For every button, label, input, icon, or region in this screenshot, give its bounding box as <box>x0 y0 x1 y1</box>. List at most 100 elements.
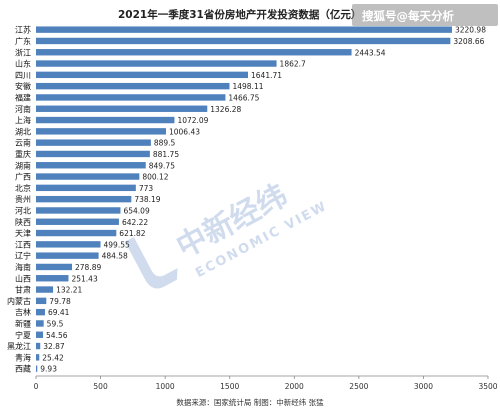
category-label: 重庆 <box>15 149 31 159</box>
value-label: 1006.43 <box>169 127 200 136</box>
value-label: 3208.66 <box>453 37 484 46</box>
value-label: 1326.28 <box>210 105 241 114</box>
value-label: 3220.98 <box>455 26 486 35</box>
category-label: 广东 <box>15 36 31 46</box>
value-label: 621.82 <box>119 229 145 238</box>
category-label: 海南 <box>15 262 31 272</box>
category-label: 山西 <box>15 273 31 283</box>
category-label: 陕西 <box>15 217 31 227</box>
category-label: 安徽 <box>15 81 31 91</box>
category-label: 湖南 <box>15 160 31 170</box>
category-label: 北京 <box>15 183 31 193</box>
category-label: 贵州 <box>15 194 31 204</box>
bar <box>36 105 208 112</box>
bar <box>36 275 69 282</box>
bar <box>36 128 166 135</box>
x-tick-label: 500 <box>93 382 108 391</box>
chart-title: 2021年一季度31省份房地产开发投资数据（亿元） <box>118 8 361 21</box>
value-label: 25.42 <box>42 353 64 362</box>
x-tick-label: 1500 <box>220 382 239 391</box>
bar <box>36 241 101 248</box>
category-label: 青海 <box>15 352 31 362</box>
value-label: 1641.71 <box>251 71 282 80</box>
x-tick-label: 2500 <box>349 382 368 391</box>
category-label: 江苏 <box>15 25 31 35</box>
value-label: 499.55 <box>104 240 130 249</box>
category-label: 河南 <box>15 104 31 114</box>
bar <box>36 263 73 271</box>
value-label: 59.5 <box>47 319 64 328</box>
bar <box>36 195 132 203</box>
category-label: 上海 <box>15 115 31 125</box>
bars-layer <box>36 26 452 372</box>
value-label: 132.21 <box>56 286 82 295</box>
category-label: 吉林 <box>15 307 31 317</box>
value-label: 251.43 <box>71 274 97 283</box>
bar <box>36 297 47 305</box>
source-note: 数据来源：国家统计局 制图：中新经纬 张猛 <box>176 397 324 407</box>
value-label: 849.75 <box>149 161 175 170</box>
watermark-logo-mark <box>124 237 178 289</box>
category-label: 宁夏 <box>15 330 31 340</box>
value-label: 278.89 <box>75 263 101 272</box>
category-label: 湖北 <box>15 127 31 136</box>
value-label: 642.22 <box>122 218 148 227</box>
value-label: 889.5 <box>154 139 176 148</box>
bar <box>36 139 151 146</box>
value-label: 9.93 <box>40 365 57 374</box>
bar <box>36 286 54 293</box>
bar <box>36 162 146 169</box>
bar <box>36 320 44 327</box>
bar <box>36 116 175 124</box>
category-label: 福建 <box>15 92 31 102</box>
top-right-watermark: 搜狐号@每天分析 <box>352 4 498 26</box>
x-axis-ticks: 0 500 1000 1500 2000 2500 3000 3500 <box>34 376 498 391</box>
category-label: 河北 <box>15 205 31 215</box>
value-label: 654.09 <box>123 206 149 215</box>
category-label: 四川 <box>15 71 31 80</box>
value-label: 69.41 <box>48 308 70 317</box>
bar <box>36 207 121 214</box>
category-labels-layer: 江苏广东浙江山东四川安徽福建河南上海湖北云南重庆湖南广西北京贵州河北陕西天津江西… <box>7 25 31 374</box>
category-label: 江西 <box>15 240 31 249</box>
bar <box>36 342 41 350</box>
x-tick-label: 0 <box>34 382 39 391</box>
category-label: 天津 <box>15 228 31 238</box>
category-label: 山东 <box>15 59 31 69</box>
value-label: 2443.54 <box>355 48 386 57</box>
bar <box>36 229 117 237</box>
bar <box>36 82 230 90</box>
category-label: 西藏 <box>15 364 31 374</box>
value-label: 800.12 <box>142 173 168 182</box>
value-label: 1498.11 <box>232 82 263 91</box>
category-label: 辽宁 <box>15 251 31 261</box>
value-label: 1072.09 <box>177 116 208 125</box>
bar <box>36 26 452 33</box>
value-label: 1862.7 <box>280 60 306 69</box>
bar <box>36 71 249 79</box>
x-tick-label: 1000 <box>156 382 175 391</box>
x-tick-label: 2000 <box>285 382 304 391</box>
value-label: 32.87 <box>43 342 65 351</box>
bar <box>36 60 277 67</box>
value-label: 1466.75 <box>228 93 259 102</box>
category-label: 黑龙江 <box>7 341 31 351</box>
value-label: 54.56 <box>46 331 68 340</box>
watermark-backdrop <box>352 4 498 26</box>
value-label: 773 <box>139 184 154 193</box>
bar <box>36 354 40 361</box>
bar <box>36 365 38 372</box>
watermark-text: 搜狐号@每天分析 <box>362 9 454 23</box>
value-labels-layer: 3220.98 3208.66 2443.54 1862.7 1641.71 1498.1… <box>40 26 486 374</box>
bar <box>36 150 150 158</box>
bar <box>36 184 136 192</box>
bar <box>36 49 352 56</box>
category-label: 内蒙古 <box>7 296 31 306</box>
x-tick-label: 3500 <box>478 382 497 391</box>
bar <box>36 218 119 225</box>
category-label: 云南 <box>15 138 31 148</box>
bar <box>36 308 45 316</box>
value-label: 738.19 <box>134 195 160 204</box>
x-tick-label: 3000 <box>414 382 433 391</box>
